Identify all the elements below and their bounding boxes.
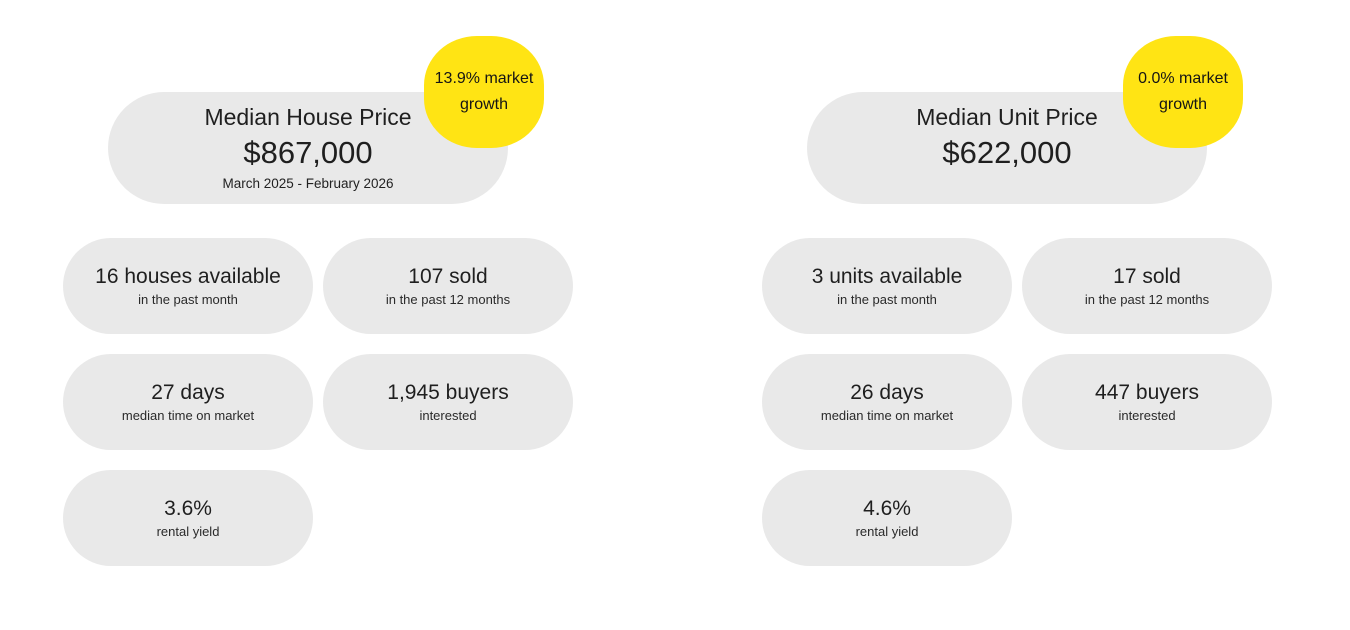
units-growth-line2: growth [1158, 96, 1208, 113]
houses-period: March 2025 - February 2026 [222, 176, 394, 191]
stat-label: in the past 12 months [385, 292, 511, 307]
units-buyers-card: 447 buyers interested [1022, 354, 1272, 450]
units-growth-line1: 0.0% market [1138, 70, 1228, 87]
houses-growth-line2: growth [459, 96, 509, 113]
stat-value: 107 sold [408, 265, 488, 288]
stat-value: 17 sold [1113, 265, 1181, 288]
houses-panel: Median House Price $867,000 March 2025 -… [63, 36, 573, 566]
stat-value: 16 houses available [95, 265, 281, 288]
houses-sold-card: 107 sold in the past 12 months [323, 238, 573, 334]
units-rental-yield-card: 4.6% rental yield [762, 470, 1012, 566]
houses-available-card: 16 houses available in the past month [63, 238, 313, 334]
houses-growth-line1: 13.9% market [434, 70, 534, 87]
stat-label: interested [1118, 408, 1176, 423]
stat-label: in the past 12 months [1084, 292, 1210, 307]
houses-days-on-market-card: 27 days median time on market [63, 354, 313, 450]
stat-label: in the past month [138, 292, 238, 307]
houses-buyers-card: 1,945 buyers interested [323, 354, 573, 450]
units-days-on-market-card: 26 days median time on market [762, 354, 1012, 450]
stat-value: 3.6% [164, 497, 212, 520]
stat-value: 27 days [151, 381, 225, 404]
units-median-price: $622,000 [942, 135, 1072, 170]
houses-title: Median House Price [204, 104, 412, 130]
stat-value: 26 days [850, 381, 924, 404]
stat-label: median time on market [820, 408, 954, 423]
stat-value: 4.6% [863, 497, 911, 520]
units-sold-card: 17 sold in the past 12 months [1022, 238, 1272, 334]
houses-market-growth-badge: 13.9% market growth [424, 36, 544, 148]
units-panel: Median Unit Price $622,000 0.0% market g… [699, 0, 1350, 630]
stat-value: 3 units available [811, 265, 963, 288]
units-market-growth-badge: 0.0% market growth [1123, 36, 1243, 148]
units-available-card: 3 units available in the past month [762, 238, 1012, 334]
stat-label: rental yield [855, 524, 919, 539]
stat-value: 1,945 buyers [387, 381, 509, 404]
houses-median-price: $867,000 [243, 135, 373, 170]
units-title: Median Unit Price [916, 104, 1098, 130]
houses-rental-yield-card: 3.6% rental yield [63, 470, 313, 566]
stat-label: in the past month [837, 292, 937, 307]
stat-label: rental yield [156, 524, 220, 539]
stat-label: median time on market [121, 408, 255, 423]
stat-value: 447 buyers [1095, 381, 1199, 404]
stat-label: interested [419, 408, 477, 423]
